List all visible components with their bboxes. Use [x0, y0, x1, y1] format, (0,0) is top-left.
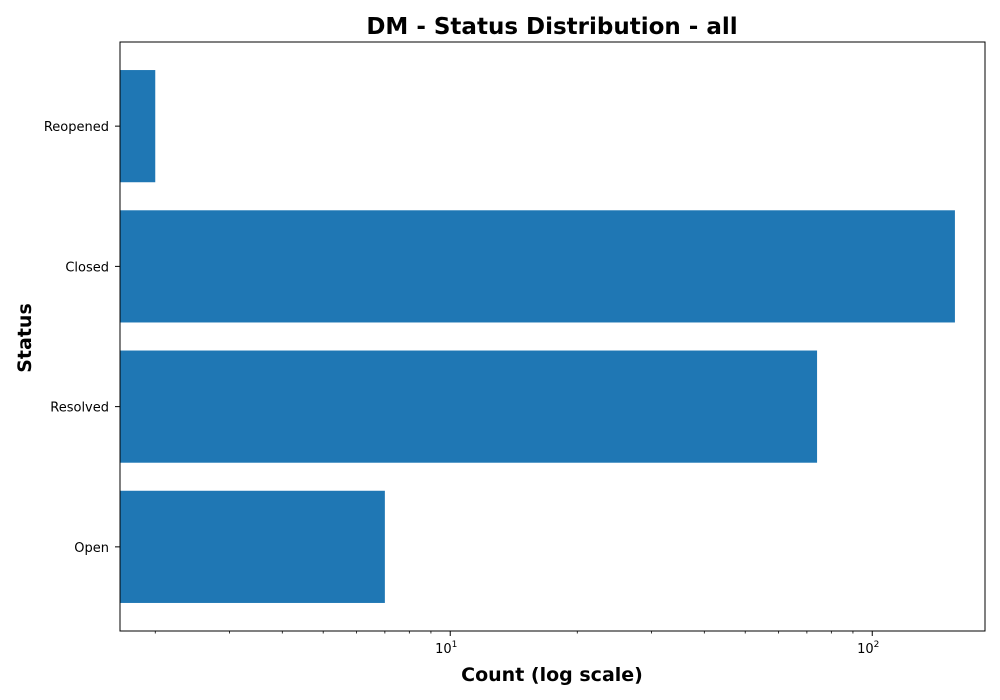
bars-layer	[120, 70, 955, 603]
chart-title: DM - Status Distribution - all	[366, 14, 737, 40]
axes-layer: Open Resolved Closed Reopened 101 102	[44, 41, 986, 657]
bar-reopened	[120, 70, 156, 183]
y-tick-label-resolved: Resolved	[50, 401, 109, 416]
bar-open	[120, 490, 385, 603]
x-axis-label: Count (log scale)	[461, 664, 643, 686]
x-tick-label: 101	[435, 640, 457, 657]
bar-closed	[120, 210, 955, 323]
y-axis-label: Status	[14, 303, 36, 373]
y-tick-label-reopened: Reopened	[44, 120, 109, 135]
y-tick-label-open: Open	[74, 541, 109, 556]
plot-frame	[119, 41, 986, 632]
y-tick-label-closed: Closed	[65, 260, 109, 275]
bar-resolved	[120, 350, 818, 463]
x-tick-label: 102	[857, 640, 879, 657]
